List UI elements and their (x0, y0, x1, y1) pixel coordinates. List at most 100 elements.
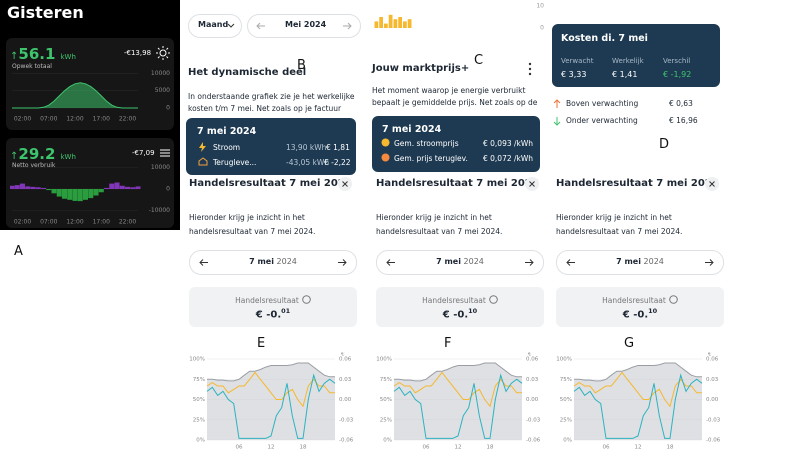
bar (109, 183, 115, 189)
day-nav[interactable]: 7 mei 2024 (189, 250, 357, 275)
result-box: Handelsresultaat € -0.10 (376, 287, 544, 327)
costs-card: Kosten di. 7 mei Verwacht € 3,33 Werkeli… (552, 24, 720, 87)
area-fill (12, 82, 138, 108)
nav-arrows[interactable] (190, 251, 356, 274)
price-mini-chart: 0 10 (374, 3, 544, 32)
y2-tick-label: 0.06 (339, 357, 352, 363)
info-icon[interactable] (669, 295, 678, 304)
y2-tick-label: -0.03 (706, 417, 721, 423)
y-tick-label: 5000 (155, 87, 170, 94)
section-text: In onderstaande grafiek zie je het werke… (188, 92, 355, 113)
section-title: Het dynamische deel (188, 67, 307, 78)
row-label: Stroom (213, 143, 241, 152)
col-label: Verwacht (561, 57, 594, 65)
y-tick-label: 25% (193, 417, 205, 423)
result-cents: 10 (648, 307, 658, 315)
price-card: 7 mei 2024 Gem. stroomprijs € 0,093 /kWh… (372, 116, 540, 172)
nav-date: 7 mei 2024 (190, 257, 356, 266)
y-tick-label: 25% (380, 417, 392, 423)
next-arrow (705, 259, 714, 266)
period-select[interactable]: Maand (188, 14, 242, 38)
area-line (12, 82, 138, 109)
y-tick-label: 75% (193, 377, 205, 383)
panel-label: F (444, 336, 452, 351)
row-label: Boven verwachting (566, 99, 639, 108)
more-icon[interactable] (527, 62, 533, 76)
y-tick-label: 75% (380, 377, 392, 383)
price-icon (381, 153, 390, 162)
area-fill (207, 363, 335, 440)
info-icon[interactable] (489, 295, 498, 304)
panel-label: A (14, 244, 23, 259)
day: 7 mei (249, 257, 274, 266)
y-tick-label: 0 (166, 105, 170, 112)
y-tick-label: 100% (189, 357, 205, 363)
y2-axis-label: € (341, 352, 345, 358)
series-line (393, 373, 523, 439)
y2-tick-label: 0.03 (526, 377, 539, 383)
day: 7 mei (436, 257, 461, 266)
bar (98, 189, 104, 193)
day-nav[interactable]: 7 mei 2024 (376, 250, 544, 275)
generation-label: Opwek totaal (12, 63, 52, 70)
result-label-row: Handelsresultaat (189, 295, 357, 305)
bar (114, 182, 120, 189)
nav-arrows[interactable] (377, 251, 543, 274)
close-button[interactable] (525, 177, 539, 191)
day-nav[interactable]: 7 mei 2024 (556, 250, 724, 275)
price-icon (381, 138, 390, 147)
info-icon[interactable] (302, 295, 311, 304)
close-x (709, 181, 715, 187)
x-tick-label: 02:00 (14, 116, 31, 123)
panel-label: G (624, 336, 635, 351)
generation-chart: 0 5000 10000 02:00 07:00 12:00 17:00 22:00 (12, 70, 170, 123)
area-fill (574, 363, 702, 440)
y-tick-label: 10 (536, 3, 544, 10)
x-tick-label: 18 (487, 445, 494, 451)
y-tick-label: 50% (193, 397, 205, 403)
net-label: Netto verbruik (12, 162, 56, 169)
overview-title: Gisteren (7, 3, 84, 22)
y2-tick-label: -0.06 (526, 438, 541, 444)
next-arrow (525, 259, 534, 266)
bar (393, 19, 398, 28)
bar (10, 185, 15, 189)
series-line (574, 362, 702, 382)
col-value: € -1,92 (663, 70, 692, 79)
generation-amount: -€13,98 (124, 49, 152, 57)
card-title: Kosten di. 7 mei (561, 33, 648, 44)
card-date: 7 mei 2024 (382, 124, 442, 135)
chevron (227, 23, 235, 28)
month-nav[interactable]: Mei 2024 (247, 14, 361, 38)
row-value: € 0,093 /kWh (483, 139, 534, 148)
trade-text: Hieronder krijg je inzicht in het handel… (376, 213, 503, 236)
result-label-row: Handelsresultaat (376, 295, 544, 305)
bar (130, 187, 136, 189)
nav-date: 7 mei 2024 (557, 257, 723, 266)
row-value: € 16,96 (669, 116, 698, 125)
close-button[interactable] (705, 177, 719, 191)
value: 56.1 (18, 45, 56, 63)
bar (72, 189, 78, 201)
series-line (394, 362, 522, 382)
nav-date: 7 mei 2024 (377, 257, 543, 266)
unit: kWh (60, 53, 76, 61)
x-tick-label: 22:00 (119, 116, 136, 123)
close-button[interactable] (338, 177, 352, 191)
x-tick-label: 22:00 (119, 219, 136, 226)
series-line (207, 362, 335, 382)
col-value: € 3,33 (561, 70, 587, 79)
row-value: € 0,072 /kWh (483, 154, 534, 163)
plug-icon (199, 142, 206, 152)
y2-tick-label: 0.00 (706, 397, 719, 403)
section-title: Jouw marktprijs+ (372, 63, 470, 74)
result-row: € -0.10 (376, 307, 544, 320)
bar (61, 189, 68, 199)
house-icon (198, 157, 208, 166)
nav-arrows[interactable] (557, 251, 723, 274)
y-tick-label: 0% (383, 438, 392, 444)
y2-axis-label: € (708, 352, 712, 358)
result: € -0. (622, 309, 649, 321)
trade-chart: 0% 25% 50% 75% 100% -0.06 -0.03 0.00 0.03 0.06€06… (376, 352, 541, 451)
row-label: Gem. prijs teruglev. (394, 154, 468, 163)
